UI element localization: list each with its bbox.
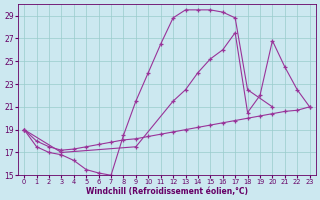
X-axis label: Windchill (Refroidissement éolien,°C): Windchill (Refroidissement éolien,°C) xyxy=(86,187,248,196)
